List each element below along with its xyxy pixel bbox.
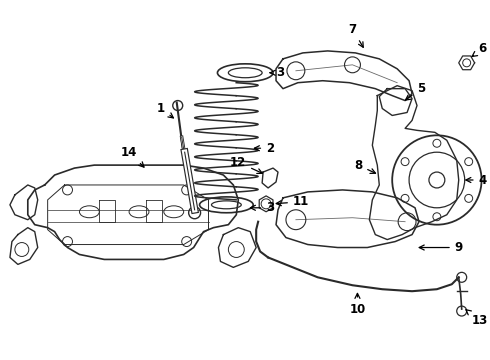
Text: 3: 3 xyxy=(250,201,274,214)
Text: 11: 11 xyxy=(276,195,309,208)
Text: 5: 5 xyxy=(406,82,425,100)
Text: 8: 8 xyxy=(354,159,375,174)
Text: 12: 12 xyxy=(230,156,262,174)
Text: 13: 13 xyxy=(466,310,488,328)
Text: 1: 1 xyxy=(157,102,173,118)
Text: 6: 6 xyxy=(472,42,487,57)
Text: 9: 9 xyxy=(419,241,463,254)
Text: 2: 2 xyxy=(254,142,274,155)
Text: 7: 7 xyxy=(348,23,363,47)
Text: 10: 10 xyxy=(349,293,366,316)
Text: 4: 4 xyxy=(466,174,487,186)
Text: 3: 3 xyxy=(270,66,284,79)
Text: 14: 14 xyxy=(121,146,144,167)
